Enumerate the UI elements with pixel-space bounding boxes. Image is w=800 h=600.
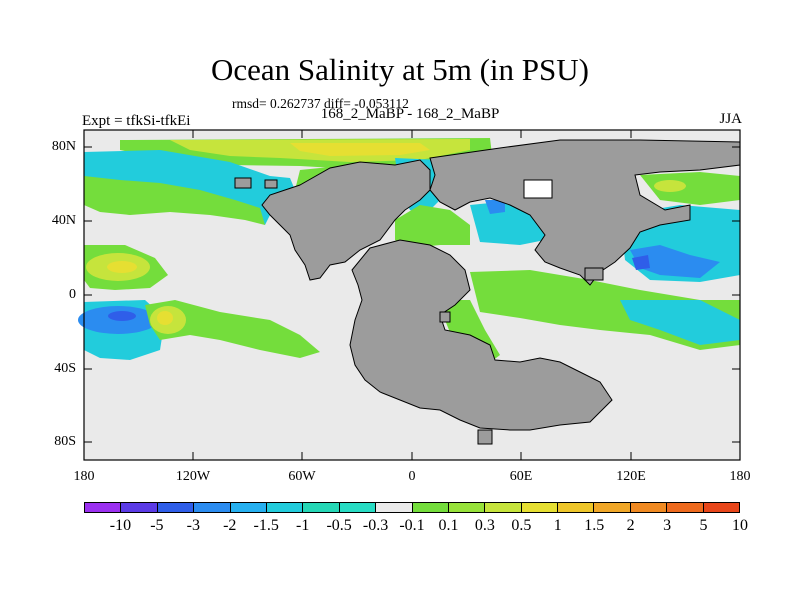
colorbar-label: 2	[626, 517, 635, 534]
colorbar-label: -1	[295, 517, 310, 534]
island-5	[439, 311, 451, 323]
lat-label-80n: 80N	[51, 139, 76, 154]
west-continent	[261, 159, 431, 281]
east-continent	[429, 139, 741, 286]
lon-label-180e: 180	[729, 469, 751, 484]
map-title: Ocean Salinity at 5m (in PSU)	[211, 52, 589, 87]
colorbar-label: -0.3	[362, 517, 389, 534]
experiment-label: Expt = tfkSi-tfkEi	[82, 113, 191, 129]
arctic-orange-core	[290, 143, 430, 156]
lat-label-80s: 80S	[54, 434, 76, 449]
east-ocean-darkblue	[632, 255, 650, 270]
island-4	[584, 267, 604, 281]
lon-label-120e: 120E	[616, 469, 646, 484]
southwest-continent	[349, 239, 613, 431]
colorbar-box-0	[85, 503, 122, 512]
lon-label-0: 0	[408, 469, 416, 484]
indian-ocean-cyan	[620, 300, 740, 345]
pacific-orange-core	[107, 261, 137, 273]
colorbar-box-16	[667, 503, 704, 512]
east-ocean-blue	[630, 245, 720, 278]
central-channel-green	[395, 205, 470, 248]
east-arctic-yellow	[654, 180, 686, 192]
lat-label-40s: 40S	[54, 361, 76, 376]
colorbar-label: 10	[732, 517, 748, 534]
colorbar-box-5	[266, 503, 304, 512]
stats-text: rmsd= 0.262737 diff= -0.053112	[232, 96, 409, 111]
colorbar-label: 0.3	[474, 517, 495, 534]
colorbar-box-17	[703, 503, 740, 512]
case-label: 168_2_MaBP - 168_2_MaBP	[320, 106, 500, 122]
colorbar-label: 1	[553, 517, 562, 534]
colorbar-label: 1.5	[584, 517, 605, 534]
colorbar-label: 0.5	[511, 517, 532, 534]
colorbar-label: 5	[699, 517, 708, 534]
lon-label-120w: 120W	[175, 469, 211, 484]
colorbar-box-3	[194, 503, 231, 512]
colorbar-box-2	[157, 503, 195, 512]
colorbar-box-1	[121, 503, 158, 512]
colorbar-box-14	[594, 503, 631, 512]
colorbar-label: -3	[186, 517, 200, 534]
interior-lake	[523, 179, 553, 199]
colorbar-label: -10	[109, 517, 132, 534]
colorbar-box-13	[558, 503, 595, 512]
colorbar-box-11	[485, 503, 522, 512]
colorbar-label: 0.1	[438, 517, 459, 534]
colorbar-label: -0.5	[326, 517, 352, 534]
colorbar-box-6	[303, 503, 340, 512]
colorbar-box-15	[630, 503, 668, 512]
colorbar-label: -0.1	[399, 517, 425, 534]
colorbar-label: 3	[663, 517, 672, 534]
island-1	[234, 177, 252, 189]
island-3	[477, 429, 493, 445]
colorbar	[84, 502, 740, 513]
island-2	[264, 179, 278, 189]
colorbar-label: -2	[223, 517, 237, 534]
tropical-pacific-darkblue	[108, 311, 136, 321]
colorbar-box-4	[230, 503, 267, 512]
colorbar-label: -1.5	[253, 517, 279, 534]
colorbar-box-12	[521, 503, 559, 512]
east-arctic-green	[640, 172, 740, 205]
colorbar-box-9	[412, 503, 449, 512]
south-pacific-orange	[157, 311, 173, 325]
lon-label-60e: 60E	[509, 469, 533, 484]
colorbar-box-8	[376, 503, 413, 512]
lat-label-0: 0	[69, 287, 76, 302]
lon-label-180w: 180	[73, 469, 95, 484]
colorbar-box-7	[339, 503, 377, 512]
axis-ticks	[84, 130, 740, 460]
land-masses	[234, 139, 741, 445]
south-pacific-green	[145, 300, 320, 358]
north-pacific-green	[84, 176, 265, 225]
lat-label-40n: 40N	[51, 213, 76, 228]
season-label: JJA	[719, 111, 742, 127]
colorbar-label: -5	[150, 517, 164, 534]
colorbar-box-10	[448, 503, 486, 512]
lon-label-60w: 60W	[288, 469, 316, 484]
central-channel-blue	[485, 200, 505, 214]
